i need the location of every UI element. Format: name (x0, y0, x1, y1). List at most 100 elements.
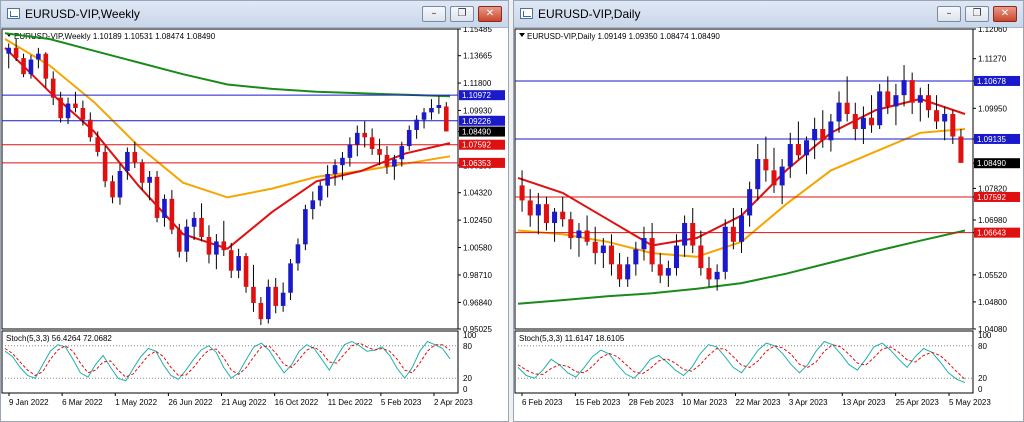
candle-body (110, 181, 115, 198)
level-price-tag (459, 115, 505, 126)
candle-body (332, 165, 338, 174)
y-tick-label: 1.00580 (463, 244, 492, 253)
candle-body (392, 159, 397, 167)
candle-body (265, 286, 271, 320)
x-tick-label: 5 Feb 2023 (381, 398, 422, 407)
stoch-y-tick-label: 0 (463, 385, 468, 394)
candle-body (706, 268, 712, 280)
stoch-plot-frame (1, 330, 459, 394)
candle-body (852, 113, 858, 129)
x-tick-label: 26 Jun 2022 (168, 398, 213, 407)
x-tick-label: 15 Feb 2023 (575, 398, 620, 407)
chart-menu-icon (519, 33, 525, 37)
candle-body (295, 244, 301, 264)
restore-button[interactable]: ❐ (965, 6, 989, 22)
minimize-button[interactable]: – (937, 6, 961, 22)
y-tick-label: 1.06980 (978, 216, 1007, 225)
restore-button[interactable]: ❐ (450, 6, 474, 22)
x-tick-label: 5 May 2023 (949, 398, 991, 407)
candle-body (258, 302, 264, 320)
level-price-tag (974, 227, 1020, 238)
candle-body (836, 102, 842, 122)
candle-body (665, 268, 671, 276)
moving-average-line (4, 38, 451, 199)
candle-body (877, 91, 883, 126)
candle-body (763, 159, 769, 171)
candle-body (6, 47, 12, 54)
candle-body (303, 209, 308, 245)
level-price-tag (974, 133, 1020, 144)
candle-body (354, 132, 360, 145)
window-titlebar[interactable]: EURUSD-VIP,Weekly – ❐ ✕ (1, 1, 508, 28)
moving-average-line (4, 47, 451, 250)
y-tick-label: 1.04080 (978, 325, 1007, 334)
main-plot-frame (1, 28, 459, 330)
level-price-label: 1.09135 (977, 135, 1006, 144)
candle-body (698, 245, 704, 269)
minimize-button[interactable]: – (422, 6, 446, 22)
level-price-label: 1.10678 (977, 77, 1006, 86)
candle-body (87, 119, 93, 138)
candle-body (576, 230, 582, 239)
chart-header: EURUSD-VIP,Daily 1.09149 1.09350 1.08474… (527, 32, 720, 41)
x-tick-label: 25 Apr 2023 (896, 398, 940, 407)
candle-body (184, 226, 190, 252)
candle-body (221, 241, 227, 251)
candle-body (568, 219, 574, 239)
main-plot-frame (514, 28, 974, 330)
candle-body (812, 129, 818, 141)
current-price-tag (459, 126, 505, 137)
candle-body (206, 236, 212, 255)
weekly-candlestick-chart[interactable]: EURUSD-VIP,Weekly 1.10189 1.10531 1.0847… (1, 27, 508, 421)
level-price-tag (459, 157, 505, 168)
level-price-label: 1.07592 (462, 141, 491, 150)
close-button[interactable]: ✕ (993, 6, 1017, 22)
candle-body (362, 132, 368, 138)
y-tick-label: 1.13665 (463, 52, 492, 61)
candle-body (429, 107, 434, 113)
candle-body (803, 140, 810, 156)
weekly-chart-window[interactable]: EURUSD-VIP,Weekly – ❐ ✕ EURUSD-VIP,Weekl… (0, 0, 509, 422)
y-tick-label: 1.05520 (978, 271, 1007, 280)
stoch-y-tick-label: 80 (463, 342, 472, 351)
candle-body (747, 189, 753, 216)
y-tick-label: 1.11800 (463, 79, 492, 88)
candle-body (273, 286, 279, 306)
level-price-tag (459, 139, 505, 150)
candle-body (58, 97, 63, 119)
candle-body (617, 264, 623, 280)
candle-body (844, 102, 850, 114)
candle-body (942, 113, 948, 122)
stoch-y-tick-label: 0 (978, 385, 983, 394)
candle-body (228, 250, 234, 271)
candle-body (909, 80, 915, 103)
x-tick-label: 21 Aug 2022 (222, 398, 267, 407)
candle-body (176, 229, 182, 252)
level-price-tag (974, 75, 1020, 86)
candle-body (251, 286, 256, 303)
candle-body (280, 292, 286, 306)
candle-body (600, 245, 606, 254)
daily-chart-window[interactable]: EURUSD-VIP,Daily – ❐ ✕ EURUSD-VIP,Daily … (513, 0, 1024, 422)
candle-body (310, 200, 316, 210)
level-price-label: 1.06353 (462, 159, 491, 168)
candle-body (414, 119, 419, 130)
candle-body (917, 95, 923, 103)
candle-body (384, 154, 390, 167)
candle-body (730, 226, 736, 242)
candle-body (199, 217, 204, 237)
candle-body (43, 53, 49, 79)
close-button[interactable]: ✕ (478, 6, 502, 22)
candle-body (288, 263, 293, 293)
x-tick-label: 6 Mar 2022 (62, 398, 103, 407)
candle-body (543, 204, 549, 223)
current-price-label: 1.08490 (462, 128, 491, 137)
candle-body (443, 106, 449, 132)
x-tick-label: 2 Apr 2023 (434, 398, 473, 407)
window-titlebar[interactable]: EURUSD-VIP,Daily – ❐ ✕ (514, 1, 1023, 28)
daily-candlestick-chart[interactable]: EURUSD-VIP,Daily 1.09149 1.09350 1.08474… (514, 27, 1023, 421)
stoch-y-tick-label: 20 (463, 374, 472, 383)
candle-body (950, 113, 956, 137)
candle-body (139, 162, 145, 183)
y-tick-label: 0.98710 (463, 271, 492, 280)
